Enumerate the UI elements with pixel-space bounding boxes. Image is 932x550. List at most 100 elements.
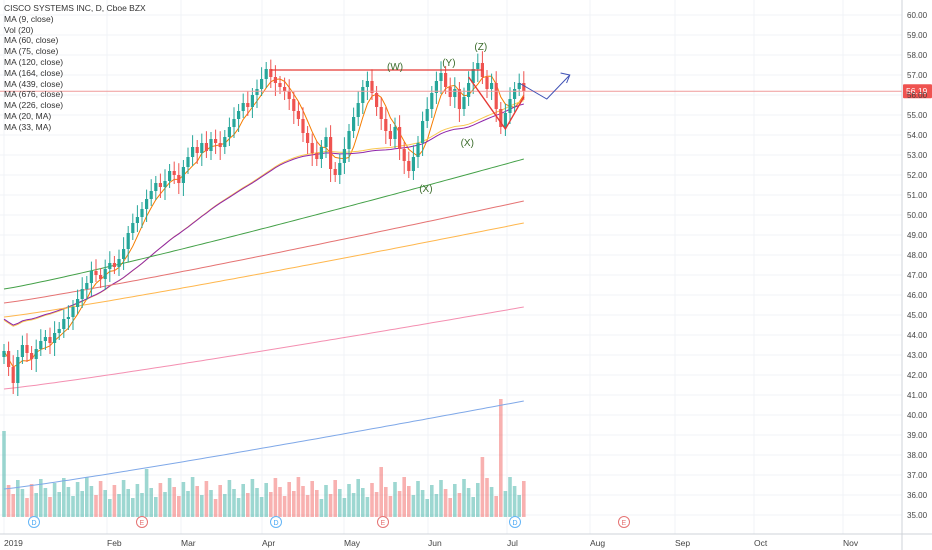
candle (287, 91, 291, 99)
candle (370, 81, 374, 93)
volume-bar (282, 496, 287, 517)
volume-bar (296, 477, 301, 517)
candle (264, 69, 268, 79)
volume-bar (177, 496, 181, 517)
earnings-marker[interactable] (377, 516, 389, 528)
volume-bar (503, 491, 508, 517)
volume-bar (43, 488, 48, 517)
volume-bar (480, 457, 485, 517)
last-price-badge (903, 84, 932, 99)
candle (168, 171, 172, 181)
candle (30, 353, 34, 359)
legend-item[interactable]: MA (226, close) (4, 100, 64, 111)
candle (94, 271, 98, 275)
volume-bar (416, 481, 420, 517)
volume-bar (2, 431, 6, 517)
candle (499, 109, 503, 127)
candle (53, 333, 57, 343)
legend-item[interactable]: MA (60, close) (4, 35, 59, 46)
legend-item[interactable]: MA (9, close) (4, 13, 54, 24)
dividend-marker[interactable] (509, 516, 521, 528)
y-tick-label: 51.00 (907, 191, 928, 200)
candle (342, 149, 346, 163)
earnings-marker[interactable] (618, 516, 630, 528)
volume-bar (361, 488, 365, 517)
y-tick-label: 37.00 (907, 471, 928, 480)
volume-bar (522, 481, 526, 517)
volume-bar (236, 498, 241, 517)
projection-arrow[interactable] (518, 74, 571, 100)
candle (158, 183, 162, 187)
candle (25, 345, 29, 353)
candle (163, 181, 167, 187)
volume-bar (135, 484, 140, 517)
event-marker-label: E (381, 520, 386, 527)
last-price-label: 56.19 (906, 86, 928, 96)
candle (214, 139, 218, 143)
candle (255, 89, 259, 95)
legend-item[interactable]: Vol (20) (4, 24, 34, 35)
legend-item[interactable]: MA (75, close) (4, 46, 59, 57)
volume-bar (190, 477, 195, 517)
candle (85, 283, 89, 289)
candle (329, 137, 333, 169)
volume-bar (508, 477, 512, 517)
candle (131, 223, 135, 233)
candle (108, 263, 112, 269)
candle (462, 97, 466, 109)
candle (39, 341, 43, 349)
candle (16, 357, 20, 383)
candle (269, 69, 273, 77)
candle (375, 93, 379, 107)
legend-item[interactable]: MA (20, MA) (4, 110, 52, 121)
dividend-marker[interactable] (28, 516, 40, 528)
volume-bar (443, 489, 448, 517)
legend-item[interactable]: MA (439, close) (4, 78, 64, 89)
volume-bar (25, 498, 29, 517)
volume-bar (108, 499, 112, 517)
candle (209, 139, 213, 151)
legend-item[interactable]: MA (33, MA) (4, 121, 52, 132)
y-tick-label: 48.00 (907, 251, 928, 260)
legend-item[interactable]: MA (676, close) (4, 89, 64, 100)
volume-bar (494, 496, 498, 517)
volume-bar (227, 480, 232, 517)
volume-bar (250, 479, 255, 517)
candle (434, 81, 438, 93)
y-tick-label: 57.00 (907, 71, 928, 80)
grid (0, 0, 902, 534)
volume-bar (347, 484, 351, 517)
candle (34, 349, 38, 359)
volume-bar (195, 486, 199, 517)
legend-item[interactable]: MA (120, close) (4, 56, 64, 67)
wave-label: (X) (419, 184, 432, 195)
candle (494, 83, 498, 109)
volume-bar (71, 496, 75, 517)
y-tick-label: 35.00 (907, 511, 928, 520)
candle (467, 83, 471, 97)
volume-bar (430, 485, 434, 517)
volume-bar (85, 477, 89, 517)
volume-bar (200, 495, 204, 517)
candle (319, 147, 323, 159)
legend-item[interactable]: MA (164, close) (4, 67, 64, 78)
triangle-pattern[interactable] (468, 76, 525, 131)
candle (453, 89, 457, 97)
dividend-marker[interactable] (270, 516, 282, 528)
y-tick-label: 54.00 (907, 131, 928, 140)
candle (292, 99, 296, 111)
candle (315, 153, 319, 159)
volume-bar (453, 484, 457, 517)
candle (43, 337, 47, 341)
volume-bar (112, 485, 117, 517)
y-tick-label: 47.00 (907, 271, 928, 280)
x-tick-label: Mar (181, 538, 196, 548)
volume-bar (181, 482, 186, 517)
symbol-title[interactable]: CISCO SYSTEMS INC, D, Cboe BZX (4, 3, 146, 13)
y-tick-label: 40.00 (907, 411, 928, 420)
earnings-marker[interactable] (136, 516, 148, 528)
volume-bar (57, 492, 61, 517)
